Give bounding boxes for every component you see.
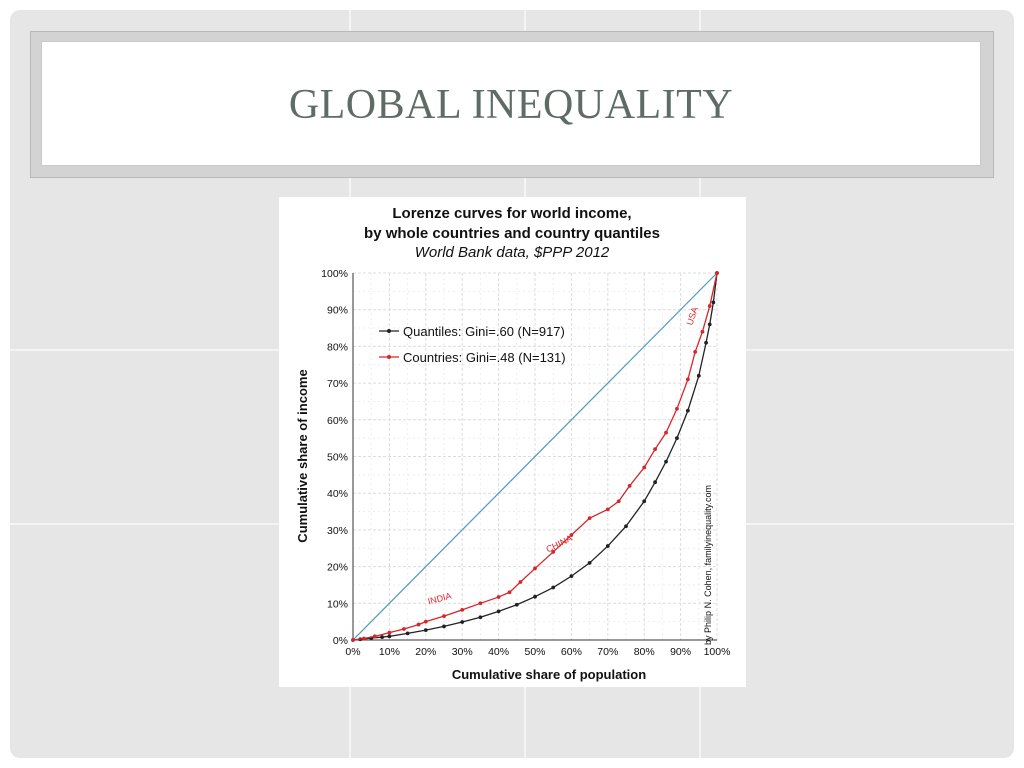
series-point — [478, 601, 483, 606]
series-point — [423, 619, 428, 624]
annotation-india: INDIA — [427, 591, 453, 607]
series-point — [675, 406, 679, 411]
series-line-1 — [352, 272, 718, 641]
x-tick-label: 30% — [452, 646, 473, 658]
series-point — [460, 620, 465, 624]
annotation-china: CHINA — [544, 533, 574, 555]
chart-credit: by Philip N. Cohen, familyinequality.com — [703, 485, 713, 645]
series-point — [605, 544, 610, 548]
series-point — [442, 614, 446, 619]
series-point — [551, 585, 556, 590]
y-axis-label: Cumulative share of income — [295, 369, 310, 542]
y-tick-label: 30% — [327, 525, 348, 537]
x-tick-label: 80% — [634, 646, 655, 658]
series-point — [616, 499, 621, 504]
series-point — [372, 634, 377, 639]
series-point — [664, 430, 668, 435]
y-tick-label: 20% — [327, 562, 348, 574]
series-point — [496, 609, 501, 614]
series-point — [514, 602, 519, 607]
chart-axes: 0% 10% 20% 30% 40% 50% 60% 70% 80% 90% 100% 0% 10% 20… — [321, 268, 730, 658]
y-tick-label: 80% — [327, 341, 348, 353]
series-point — [685, 377, 690, 382]
series-point — [569, 533, 574, 537]
series-point — [380, 635, 385, 639]
x-tick-label: 90% — [670, 646, 691, 658]
series-point — [627, 483, 632, 488]
series-point — [569, 574, 574, 579]
y-tick-label: 70% — [327, 378, 348, 390]
chart-title-line2: by whole countries and country quantiles — [364, 225, 660, 242]
chart-subtitle: World Bank data, $PPP 2012 — [415, 244, 610, 261]
series-point — [533, 594, 537, 599]
lorenz-chart-svg: Lorenze curves for world income, by whol… — [295, 205, 730, 682]
series-point — [642, 465, 647, 470]
y-tick-label: 0% — [333, 635, 348, 647]
x-tick-label: 70% — [597, 646, 618, 658]
series-point — [693, 350, 698, 354]
x-tick-label: 60% — [561, 646, 582, 658]
y-tick-label: 100% — [321, 268, 348, 280]
y-tick-label: 50% — [327, 452, 348, 464]
series-point — [551, 550, 556, 554]
series-point — [675, 436, 679, 441]
x-axis-label: Cumulative share of population — [452, 667, 646, 682]
legend-swatch-point — [387, 329, 391, 333]
series-point — [653, 480, 658, 485]
x-tick-label: 20% — [415, 646, 436, 658]
chart-series — [351, 271, 719, 642]
series-point — [707, 322, 712, 327]
series-point — [351, 638, 355, 642]
x-tick-label: 10% — [379, 646, 400, 658]
chart-title: Lorenze curves for world income, — [392, 205, 631, 222]
title-box: Global Inequality — [41, 41, 981, 166]
series-point — [624, 524, 628, 529]
series-point — [587, 561, 592, 565]
series-point — [362, 636, 366, 641]
x-tick-label: 50% — [524, 646, 545, 658]
y-tick-label: 10% — [327, 598, 348, 610]
x-tick-label: 40% — [488, 646, 509, 658]
x-tick-label: 0% — [345, 646, 360, 658]
series-point — [605, 507, 610, 512]
series-point — [387, 634, 392, 639]
series-point — [518, 580, 523, 584]
series-point — [405, 631, 410, 636]
series-point — [715, 271, 719, 275]
x-tick-label: 100% — [704, 646, 731, 658]
series-point — [533, 566, 537, 571]
legend-entry: Quantiles: Gini=.60 (N=917) — [403, 324, 565, 339]
series-point — [460, 608, 465, 612]
lorenz-chart: Lorenze curves for world income, by whol… — [279, 197, 746, 687]
series-point — [507, 590, 512, 595]
series-point — [700, 329, 705, 334]
title-frame: Global Inequality — [30, 31, 994, 178]
legend-swatch-point — [387, 355, 391, 359]
series-point — [642, 499, 647, 504]
series-point — [587, 516, 592, 521]
series-point — [704, 340, 708, 345]
series-point — [707, 304, 712, 308]
series-point — [402, 627, 406, 631]
slide-title: Global Inequality — [288, 81, 734, 128]
series-point — [478, 615, 483, 620]
series-point — [664, 459, 668, 464]
series-point — [653, 447, 658, 452]
annotation-usa: USA — [685, 306, 700, 327]
equality-line — [352, 272, 718, 641]
series-point — [711, 300, 716, 305]
series-point — [696, 373, 701, 378]
legend-entry: Countries: Gini=.48 (N=131) — [403, 350, 566, 365]
y-tick-label: 40% — [327, 488, 348, 500]
chart-legend: Quantiles: Gini=.60 (N=917) Countries: Gi… — [379, 324, 566, 365]
series-point — [423, 628, 428, 632]
y-tick-label: 60% — [327, 415, 348, 427]
series-point — [387, 630, 392, 635]
series-point — [416, 622, 421, 627]
y-tick-label: 90% — [327, 305, 348, 317]
series-point — [496, 595, 501, 599]
series-point — [442, 624, 446, 629]
series-point — [685, 408, 690, 413]
